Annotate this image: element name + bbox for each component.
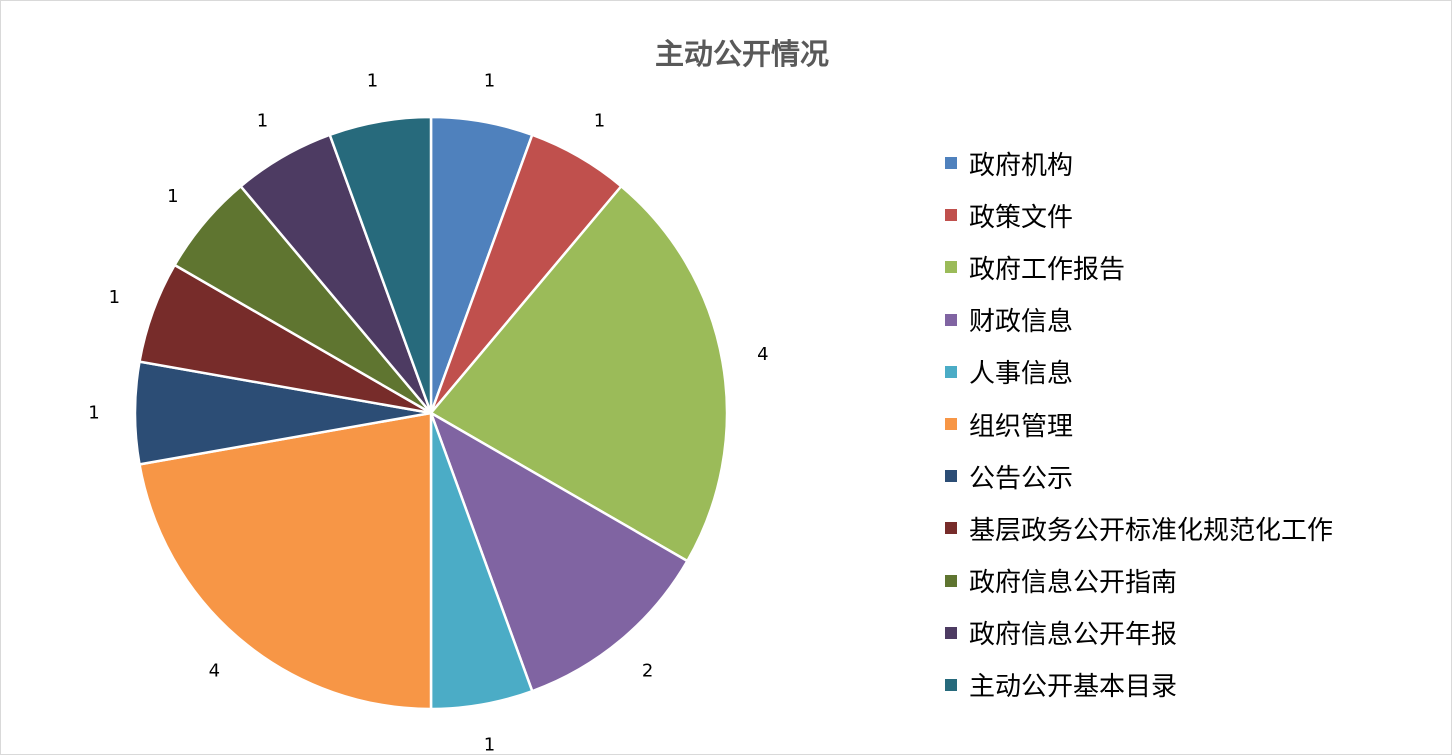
legend-item: 组织管理 <box>945 398 1333 450</box>
data-label: 4 <box>209 661 220 682</box>
legend-label: 组织管理 <box>969 411 1074 442</box>
data-label: 1 <box>594 111 605 132</box>
legend-label: 政府工作报告 <box>969 254 1126 285</box>
legend-swatch <box>945 470 957 483</box>
data-label: 1 <box>88 403 99 424</box>
data-label: 4 <box>757 344 768 365</box>
legend-swatch <box>945 678 957 691</box>
legend-item: 公告公示 <box>945 450 1333 502</box>
legend-item: 主动公开基本目录 <box>945 659 1333 711</box>
legend-item: 政府信息公开指南 <box>945 555 1333 607</box>
legend-label: 基层政务公开标准化规范化工作 <box>969 515 1334 546</box>
legend-swatch <box>945 574 957 587</box>
legend-label: 人事信息 <box>969 359 1074 390</box>
legend-label: 政策文件 <box>969 202 1074 233</box>
pie-slice <box>429 184 729 563</box>
legend-label: 政府机构 <box>969 150 1074 181</box>
legend-swatch <box>945 313 957 326</box>
legend-swatch <box>945 522 957 535</box>
data-label: 1 <box>167 186 178 207</box>
legend-item: 政府工作报告 <box>945 241 1333 293</box>
legend-item: 财政信息 <box>945 294 1333 346</box>
legend-label: 主动公开基本目录 <box>969 672 1178 703</box>
legend-item: 政策文件 <box>945 189 1333 241</box>
legend-label: 政府信息公开指南 <box>969 568 1178 599</box>
data-label: 2 <box>642 661 653 682</box>
legend-swatch <box>945 626 957 639</box>
data-label: 1 <box>257 111 268 132</box>
legend: 政府机构政策文件政府工作报告 财政信息人事信息组织管理公告公示基层政务公开标准化规… <box>945 137 1333 711</box>
legend-item: 政府信息公开年报 <box>945 607 1333 659</box>
data-label: 1 <box>367 71 378 92</box>
legend-swatch <box>945 209 957 222</box>
pie-slice <box>428 410 690 693</box>
legend-label: 财政信息 <box>969 307 1074 338</box>
legend-swatch <box>945 365 957 378</box>
data-label: 1 <box>484 734 495 755</box>
legend-label: 公告公示 <box>969 463 1074 494</box>
legend-item: 基层政务公开标准化规范化工作 <box>945 502 1333 554</box>
pie-slice <box>138 411 433 711</box>
legend-label: 政府信息公开年报 <box>969 620 1178 651</box>
legend-item: 政府机构 <box>945 137 1333 189</box>
data-label: 1 <box>109 287 120 308</box>
pie-slice <box>328 115 433 414</box>
legend-swatch <box>945 418 957 431</box>
data-label: 1 <box>484 71 495 92</box>
chart-title: 主动公开情况 <box>654 37 829 71</box>
legend-swatch <box>945 157 957 170</box>
legend-swatch <box>945 261 957 274</box>
legend-item: 人事信息 <box>945 346 1333 398</box>
